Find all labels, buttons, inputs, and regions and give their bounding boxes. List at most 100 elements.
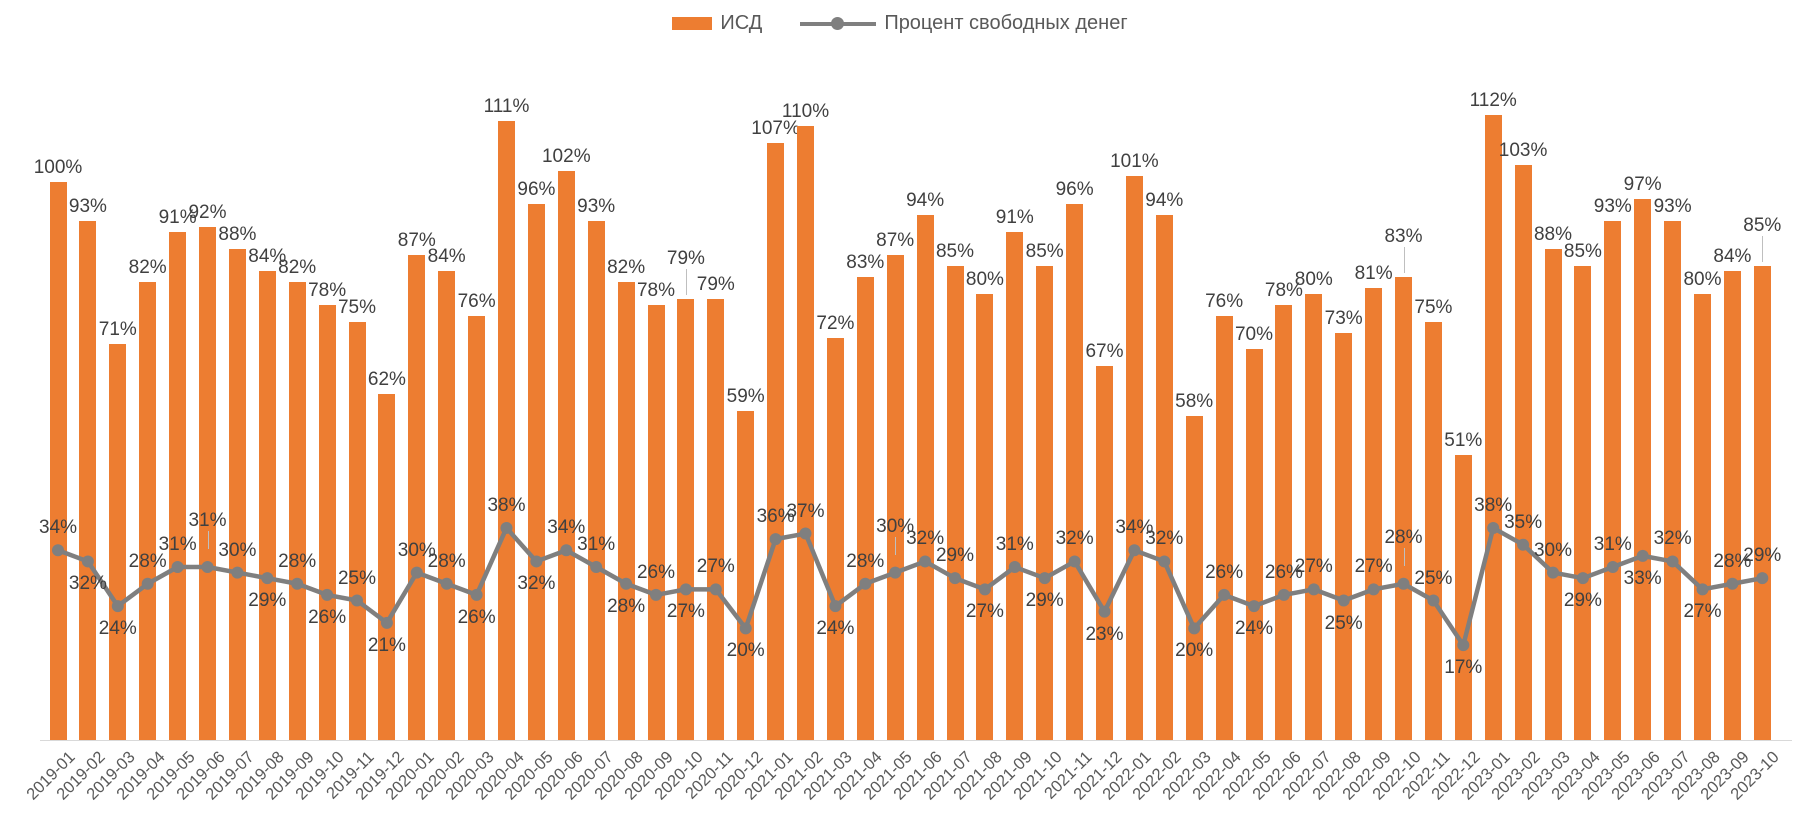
line-label-2022-05: 24% <box>1234 618 1274 640</box>
x-axis-line <box>40 740 1792 741</box>
bar-label-leader-2020-10 <box>685 269 687 296</box>
bar-label-2020-05: 96% <box>517 179 556 201</box>
line-label-2021-06: 32% <box>906 528 945 550</box>
bar-2019-06 <box>199 226 216 740</box>
bar-label-2020-02: 84% <box>427 246 466 268</box>
line-label-2021-02: 37% <box>786 500 825 522</box>
line-label-2019-01: 34% <box>38 517 78 539</box>
line-marker-2022-05 <box>1248 600 1260 613</box>
bar-2021-02 <box>797 126 814 740</box>
line-marker-2020-03 <box>470 588 483 601</box>
line-label-2020-04: 38% <box>487 494 526 516</box>
line-marker-2021-11 <box>1068 555 1081 568</box>
bar-label-2023-01: 112% <box>1469 90 1517 112</box>
bar-label-2021-05: 87% <box>876 229 915 251</box>
bar-label-2023-04: 85% <box>1563 240 1602 262</box>
line-label-leader-2019-06 <box>207 531 209 550</box>
line-label-2022-03: 20% <box>1175 640 1214 662</box>
line-label-2021-04: 28% <box>846 550 885 572</box>
bar-2022-08 <box>1335 332 1353 740</box>
bar-label-2021-09: 91% <box>995 207 1034 229</box>
bar-2023-10 <box>1753 265 1771 740</box>
bar-label-2022-01: 101% <box>1110 151 1159 173</box>
line-label-2019-11: 25% <box>337 567 377 589</box>
bar-2019-11 <box>348 321 366 740</box>
line-label-2021-09: 31% <box>995 534 1034 556</box>
line-marker-2021-06 <box>919 555 932 568</box>
line-label-2022-06: 26% <box>1264 561 1303 583</box>
line-label-2021-08: 27% <box>965 601 1004 623</box>
legend-item-free-money: Процент свободных денег <box>800 12 1128 35</box>
line-label-2023-01: 38% <box>1474 494 1513 516</box>
legend-item-isd: ИСД <box>672 12 762 35</box>
line-marker-2023-05 <box>1606 561 1619 574</box>
bar-2021-09 <box>1006 232 1024 740</box>
line-label-2020-07: 31% <box>577 534 616 556</box>
line-label-2019-10: 26% <box>308 606 347 628</box>
line-marker-2022-10 <box>1397 577 1410 590</box>
bar-label-2021-10: 85% <box>1025 240 1064 262</box>
line-label-2021-01: 36% <box>756 506 795 528</box>
line-marker-2022-08 <box>1337 594 1350 607</box>
line-label-2021-10: 29% <box>1025 590 1064 612</box>
bar-2022-04 <box>1215 315 1233 740</box>
line-marker-2021-03 <box>829 600 842 613</box>
bar-label-leader-2023-10 <box>1762 235 1764 262</box>
bar-2022-12 <box>1454 455 1472 740</box>
line-marker-2022-09 <box>1367 583 1380 596</box>
line-marker-2022-03 <box>1188 622 1201 635</box>
bar-label-2020-01: 87% <box>397 229 436 251</box>
line-marker-2023-06 <box>1636 549 1649 562</box>
bar-2020-04 <box>498 120 515 740</box>
bar-2021-03 <box>826 338 844 740</box>
line-label-2020-03: 26% <box>457 606 496 628</box>
bar-2021-08 <box>976 293 994 740</box>
line-marker-2023-01 <box>1487 521 1500 534</box>
line-marker-2022-11 <box>1427 594 1440 607</box>
bar-label-2021-08: 80% <box>965 268 1004 290</box>
bar-label-2023-06: 97% <box>1623 173 1662 195</box>
bar-2021-11 <box>1066 204 1084 740</box>
line-label-2022-02: 32% <box>1145 528 1184 550</box>
bar-label-2020-07: 93% <box>577 196 616 218</box>
bar-label-2019-10: 78% <box>308 279 347 301</box>
line-label-leader-2022-10 <box>1403 547 1405 566</box>
bar-label-2023-02: 103% <box>1498 140 1548 162</box>
line-marker-2019-04 <box>141 577 154 590</box>
bar-2020-08 <box>617 282 635 740</box>
bar-label-2022-06: 78% <box>1264 279 1303 301</box>
bar-2020-03 <box>468 315 486 740</box>
line-label-2020-01: 30% <box>397 539 436 561</box>
line-marker-2023-09 <box>1726 577 1739 590</box>
line-marker-2020-09 <box>650 588 662 601</box>
line-label-2023-08: 27% <box>1683 601 1722 623</box>
line-label-2020-10: 27% <box>666 601 705 623</box>
line-marker-2022-12 <box>1457 639 1470 652</box>
line-marker-2023-07 <box>1666 555 1679 568</box>
bar-2023-07 <box>1664 221 1682 740</box>
line-label-2019-08: 29% <box>248 590 287 612</box>
line-label-2020-11: 27% <box>696 556 735 578</box>
line-label-2022-08: 25% <box>1324 612 1363 634</box>
bar-label-2022-10: 83% <box>1384 225 1423 247</box>
bar-2022-10 <box>1395 276 1412 740</box>
line-label-2021-07: 29% <box>935 545 975 567</box>
bar-2022-02 <box>1155 215 1173 740</box>
bar-label-2021-03: 72% <box>816 313 855 335</box>
line-marker-2019-07 <box>231 566 244 579</box>
bar-label-2019-03: 71% <box>98 318 137 340</box>
bar-2023-03 <box>1544 248 1562 740</box>
bar-2019-05 <box>169 232 187 740</box>
line-label-2022-12: 17% <box>1444 657 1483 679</box>
line-marker-2021-05 <box>889 566 902 579</box>
bar-label-2022-07: 80% <box>1294 268 1333 290</box>
bar-label-2023-10: 85% <box>1743 214 1782 236</box>
line-label-2022-01: 34% <box>1115 517 1154 539</box>
bar-2021-05 <box>886 254 904 740</box>
line-label-2023-10: 29% <box>1743 545 1782 567</box>
bar-label-2022-12: 51% <box>1444 430 1483 452</box>
bar-2021-07 <box>946 265 964 740</box>
line-label-2020-06: 34% <box>547 517 586 539</box>
